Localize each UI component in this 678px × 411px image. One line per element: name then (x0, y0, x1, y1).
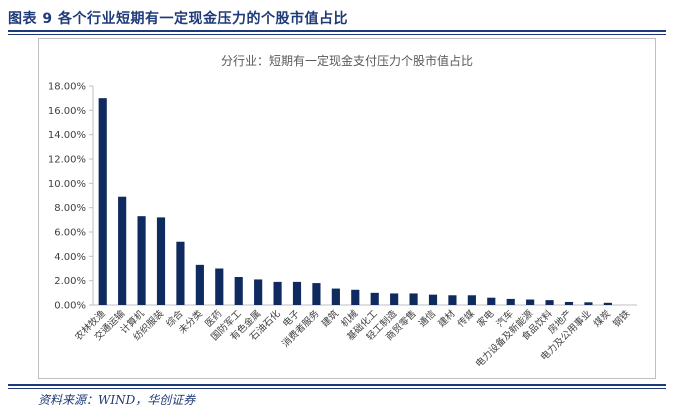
bar-18 (448, 295, 457, 305)
bar-13 (351, 289, 360, 305)
y-tick-label: 18.00% (48, 82, 86, 93)
y-tick-label: 8.00% (54, 203, 86, 214)
y-tick-label: 14.00% (48, 130, 86, 141)
bar-2 (137, 216, 146, 305)
x-tick-label: 煤炭 (591, 307, 613, 329)
x-axis-labels: 农林牧渔交通运输计算机纺织服装综合未分类医药国防军工有色金属石油石化电子消费者服… (72, 307, 632, 370)
chart-frame: 分行业：短期有一定现金支付压力个股市值占比 0.00% 2.00% 4.00% 6.0… (38, 38, 656, 379)
bar-16 (409, 293, 418, 305)
y-axis: 0.00% 2.00% 4.00% 6.00% 8.00% 10.00% 12.00% 14.… (48, 82, 637, 312)
source-note: 资料来源：WIND，华创证券 (38, 393, 196, 407)
y-tick-label: 16.00% (48, 106, 86, 117)
bar-6 (215, 268, 224, 305)
bar-8 (254, 279, 263, 305)
bar-3 (156, 217, 166, 305)
x-tick-label: 通信 (416, 308, 438, 330)
x-tick-label: 钢铁 (610, 307, 632, 329)
y-tick-label: 2.00% (54, 276, 86, 287)
title-rule-thick (8, 30, 666, 32)
footer-rule-thick (8, 384, 666, 386)
bar-14 (370, 292, 379, 305)
bar-10 (292, 281, 302, 305)
bar-12 (331, 288, 340, 305)
bar-24 (564, 301, 574, 305)
bar-23 (545, 300, 554, 305)
bar-1 (118, 196, 127, 305)
bar-5 (195, 264, 204, 305)
bar-7 (234, 277, 243, 305)
y-tick-label: 6.00% (54, 228, 86, 239)
bar-19 (467, 295, 476, 305)
bar-9 (273, 281, 282, 305)
x-tick-label: 家电 (474, 307, 496, 329)
x-tick-label: 消费者服务 (279, 307, 321, 349)
chart-title: 分行业：短期有一定现金支付压力个股市值占比 (221, 53, 473, 68)
bar-15 (390, 293, 399, 305)
bar-22 (526, 299, 535, 305)
x-tick-label: 传媒 (455, 307, 477, 329)
bar-26 (603, 302, 612, 305)
bar-4 (176, 241, 185, 305)
bar-chart: 分行业：短期有一定现金支付压力个股市值占比 0.00% 2.00% 4.00% 6.0… (48, 53, 637, 370)
bar-0 (98, 98, 107, 305)
bar-20 (487, 297, 496, 305)
y-tick-label: 10.00% (48, 179, 86, 190)
figure-title: 图表 9 各个行业短期有一定现金压力的个股市值占比 (8, 11, 348, 27)
bars (98, 98, 612, 305)
bar-11 (312, 283, 321, 305)
title-rule-thin (8, 34, 666, 35)
footer-rule-thin (8, 388, 666, 389)
bar-25 (584, 302, 593, 305)
y-tick-label: 0.00% (54, 301, 86, 312)
x-tick-label: 建材 (436, 307, 458, 329)
x-tick-label: 建筑 (319, 307, 341, 329)
y-tick-label: 4.00% (54, 252, 86, 263)
bar-21 (506, 298, 515, 305)
y-tick-label: 12.00% (48, 155, 86, 166)
bar-17 (428, 294, 438, 305)
